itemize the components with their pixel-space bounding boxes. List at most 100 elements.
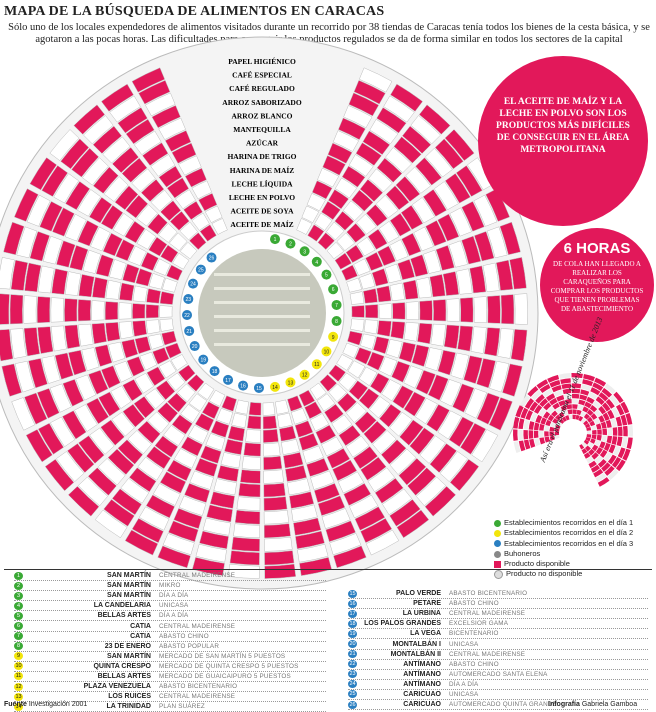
mini-cell [535,394,545,404]
mini-cell [555,414,562,421]
availability-cell [105,322,121,342]
availability-cell [426,404,450,432]
mini-cell [582,379,594,387]
legend-swatch [494,519,501,527]
availability-cell [405,166,432,194]
availability-cell [495,259,514,291]
mini-cell [581,442,587,448]
availability-cell [90,226,111,252]
mini-cell [610,418,617,428]
availability-cell [65,271,82,296]
availability-cell [89,197,113,224]
availability-cell [389,448,417,475]
availability-cell [329,533,362,556]
mini-cell [558,373,571,379]
mini-cell [549,431,554,437]
store-zone: PLAZA VENEZUELA [83,683,151,691]
store-marker-number: 7 [335,303,338,309]
availability-cell [41,355,61,384]
availability-cell [390,83,423,112]
availability-cell [67,443,95,473]
store-marker-number: 4 [315,260,318,266]
credit-footer: Infografía Gabriela Gamboa [548,701,637,708]
source-text: Investigación 2001 [28,701,88,708]
mini-cell [550,422,556,428]
availability-cell [289,491,315,509]
availability-cell [410,254,429,277]
availability-cell [313,483,340,503]
availability-cell [150,189,173,212]
mini-cell [607,469,619,480]
availability-cell [129,467,157,493]
availability-cell [322,155,346,176]
availability-cell [307,224,325,242]
mini-cell [589,404,598,413]
availability-cell [514,293,528,325]
availability-cell [125,118,155,145]
availability-cell [311,180,333,200]
availability-cell [444,129,475,161]
availability-cell [444,173,471,204]
store-number: 12 [14,682,23,691]
availability-cell [424,485,456,517]
availability-cell [334,211,355,231]
availability-cell [44,458,75,492]
availability-cell [381,379,402,402]
store-zone: CATIA [130,632,151,640]
availability-cell [263,482,286,498]
availability-cell [285,465,307,482]
availability-cell [75,374,97,401]
availability-cell [327,142,353,164]
availability-cell [400,205,424,230]
availability-cell [92,125,122,154]
availability-cell [159,291,175,305]
availability-cell [132,285,148,303]
mini-cell [529,401,539,412]
availability-cell [180,436,203,457]
mini-cell [607,409,615,419]
availability-cell [62,379,84,407]
availability-cell [169,211,190,231]
mini-cell [533,404,543,414]
store-number: 1 [14,571,23,580]
availability-cell [385,185,410,211]
availability-cell [435,245,455,271]
availability-cell [473,194,498,227]
store-name: UNICASA [449,690,479,698]
store-name: BICENTENARIO [449,630,499,638]
store-marker-number: 23 [186,297,192,303]
mini-cell [611,436,618,445]
availability-cell [117,439,144,465]
store-marker-number: 20 [192,344,198,350]
availability-cell [140,252,159,271]
availability-cell [170,354,188,371]
store-number: 20 [348,640,357,649]
availability-cell [29,157,57,191]
mini-cell [518,440,526,452]
availability-cell [166,372,186,391]
availability-cell [55,451,85,482]
availability-cell [68,485,100,517]
availability-cell [173,448,198,469]
availability-cell [65,181,91,211]
availability-cell [263,496,288,511]
store-zone: MONTALBÁN II [390,650,441,658]
availability-cell [347,330,363,346]
availability-cell [287,395,303,412]
mini-cell [529,438,536,448]
availability-cell [0,329,14,362]
mini-cell [539,383,551,394]
mini-cell [584,445,591,452]
availability-cell [437,213,460,242]
availability-cell [102,136,131,164]
availability-cell [192,557,225,576]
mini-cell [586,426,592,431]
availability-cell [111,488,142,516]
availability-cell [356,236,376,257]
mini-cell [583,413,590,420]
availability-cell [147,213,168,235]
availability-cell [372,430,397,455]
store-row: 26 CARICUAO AUTOMERCADO QUINTA GRANDE [348,700,648,711]
availability-cell [146,288,161,304]
availability-cell [150,154,176,177]
